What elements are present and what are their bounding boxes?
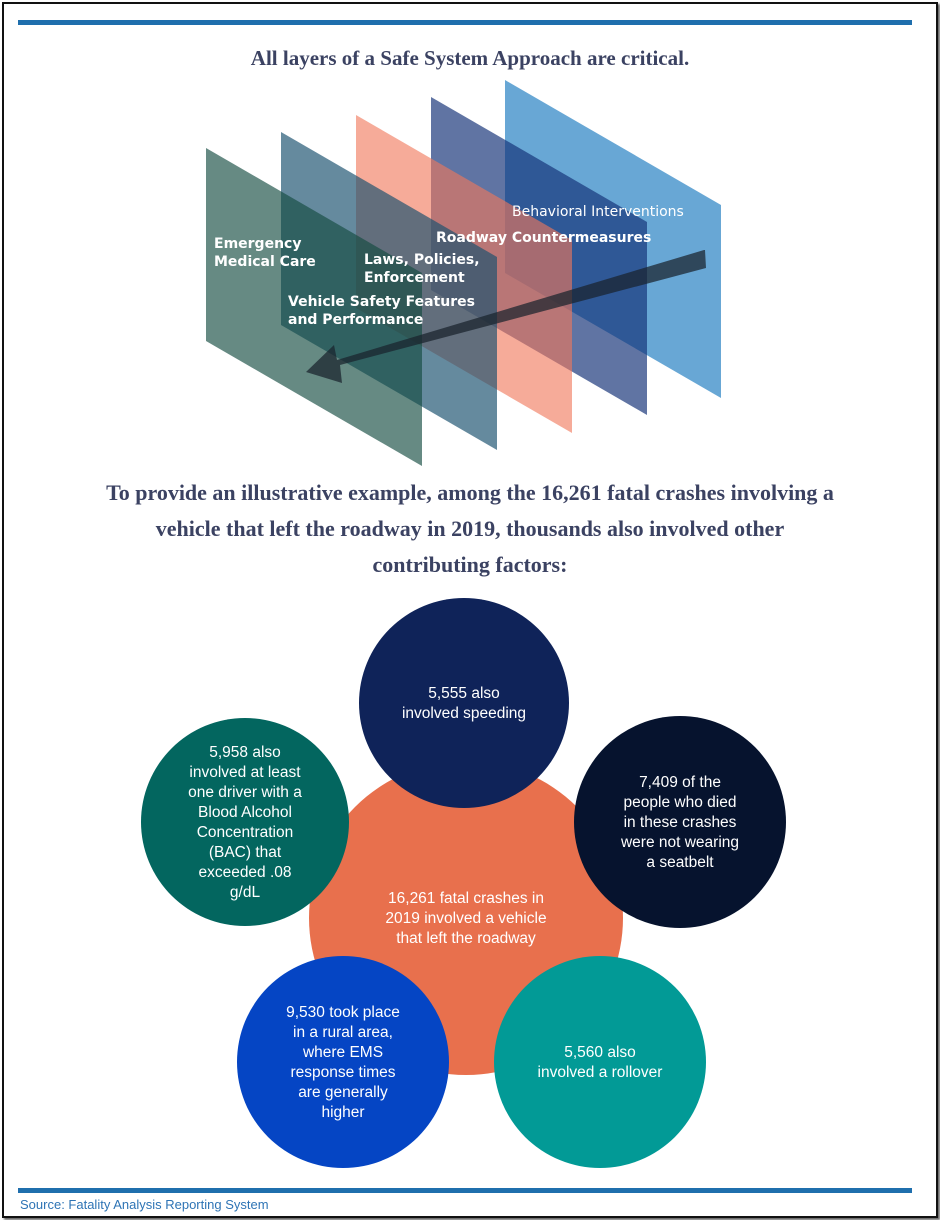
layer-label-laws-policies-enforcement: Laws, Policies, Enforcement <box>364 252 480 286</box>
title: All layers of a Safe System Approach are… <box>251 46 689 70</box>
intro-line: To provide an illustrative example, amon… <box>106 480 834 505</box>
factor-circle-speeding: 5,555 also involved speeding <box>359 598 569 808</box>
factor-circle-rural-shape <box>237 956 449 1168</box>
layer-label-emergency-medical-care: Emergency Medical Care <box>214 236 316 270</box>
factor-circle-rural-text: 9,530 took place <box>286 1004 400 1021</box>
factor-circle-alcohol-text: 5,958 also <box>209 744 281 761</box>
factor-circle-seatbelt-text: a seatbelt <box>646 854 714 871</box>
factor-circle-alcohol-text: Blood Alcohol <box>198 804 292 821</box>
center-circle-text: 2019 involved a vehicle <box>385 910 546 927</box>
factor-circle-seatbelt-text: were not wearing <box>620 834 739 851</box>
factor-circle-rural: 9,530 took place in a rural area, where EM… <box>237 956 449 1168</box>
layer-panel-emergency-medical-care <box>206 148 422 466</box>
factor-circle-seatbelt: 7,409 of the people who died in these cras… <box>574 716 786 928</box>
factor-circle-seatbelt-text: people who died <box>624 794 737 811</box>
factor-circle-rural-text: higher <box>321 1104 364 1121</box>
factor-circle-rollover-text: involved a rollover <box>538 1064 663 1081</box>
factor-circle-rural-text: response times <box>290 1064 395 1081</box>
factor-circle-seatbelt-text: in these crashes <box>624 814 737 831</box>
intro-line: contributing factors: <box>373 552 568 577</box>
safe-system-layers: Behavioral Interventions Roadway Counterm… <box>206 80 721 466</box>
top-rule <box>18 20 912 25</box>
factor-circle-alcohol-shape <box>141 718 349 926</box>
center-circle-text: that left the roadway <box>396 930 536 947</box>
layer-label-roadway-countermeasures: Roadway Countermeasures <box>436 230 651 246</box>
factor-circles: 16,261 fatal crashes in 2019 involved a v… <box>141 598 786 1168</box>
factor-circle-rollover-text: 5,560 also <box>564 1044 636 1061</box>
factor-circle-alcohol-text: one driver with a <box>188 784 302 801</box>
factor-circle-speeding-text: involved speeding <box>402 705 526 722</box>
intro-text: To provide an illustrative example, amon… <box>106 480 834 577</box>
bottom-rule <box>18 1188 912 1193</box>
factor-circle-rollover-shape <box>494 956 706 1168</box>
factor-circle-rural-text: are generally <box>298 1084 388 1101</box>
factor-circle-seatbelt-text: 7,409 of the <box>639 774 721 791</box>
intro-line: vehicle that left the roadway in 2019, t… <box>156 516 785 541</box>
source-note: Source: Fatality Analysis Reporting Syst… <box>20 1197 269 1212</box>
factor-circle-alcohol-text: g/dL <box>230 884 261 901</box>
factor-circle-alcohol-text: exceeded .08 <box>198 864 291 881</box>
factor-circle-speeding-text: 5,555 also <box>428 685 500 702</box>
factor-circle-speeding-shape <box>359 598 569 808</box>
layer-label-behavioral-interventions: Behavioral Interventions <box>512 204 684 220</box>
arrow-icon <box>306 250 706 383</box>
layer-label-vehicle-safety: Vehicle Safety Features and Performance <box>288 294 475 328</box>
factor-circle-seatbelt-shape <box>574 716 786 928</box>
factor-circle-alcohol-text: Concentration <box>197 824 294 841</box>
factor-circle-rural-text: in a rural area, <box>293 1024 393 1041</box>
center-circle-text: 16,261 fatal crashes in <box>388 890 544 907</box>
factor-circle-alcohol-text: involved at least <box>189 764 301 781</box>
factor-circle-rural-text: where EMS <box>302 1044 383 1061</box>
factor-circle-rollover: 5,560 also involved a rollover <box>494 956 706 1168</box>
factor-circle-alcohol: 5,958 also involved at least one driver wi… <box>141 718 349 926</box>
factor-circle-alcohol-text: (BAC) that <box>209 844 282 861</box>
